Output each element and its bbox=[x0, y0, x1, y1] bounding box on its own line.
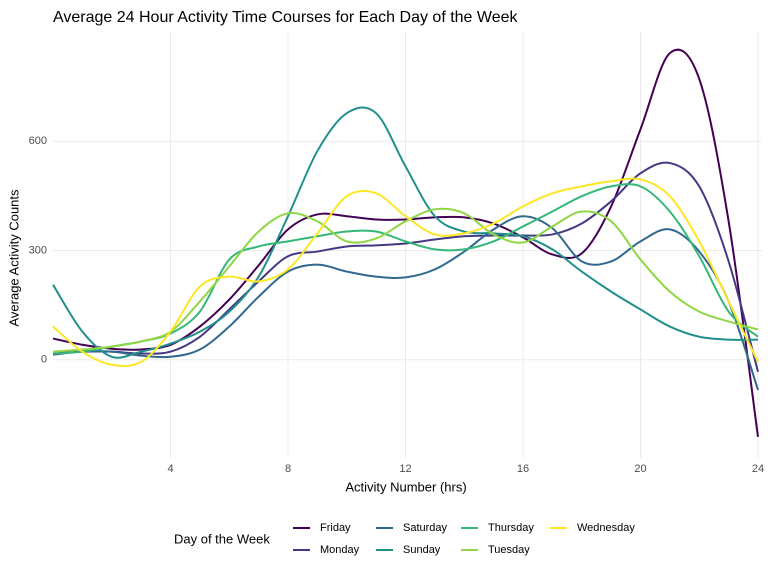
x-tick-label: 20 bbox=[634, 463, 646, 475]
y-tick-label: 0 bbox=[41, 354, 47, 366]
y-tick-label: 300 bbox=[29, 244, 47, 256]
legend-label: Sunday bbox=[403, 544, 441, 556]
legend-label: Thursday bbox=[488, 522, 534, 534]
series-line bbox=[52, 106, 759, 359]
x-axis-label: Activity Number (hrs) bbox=[345, 479, 466, 494]
series-line bbox=[52, 183, 759, 355]
x-tick-label: 12 bbox=[399, 463, 411, 475]
chart-title: Average 24 Hour Activity Time Courses fo… bbox=[53, 9, 519, 26]
legend-label: Saturday bbox=[403, 522, 448, 534]
series-line bbox=[52, 177, 759, 368]
series-line bbox=[52, 215, 759, 391]
legend-label: Friday bbox=[320, 522, 351, 534]
y-tick-label: 600 bbox=[29, 135, 47, 147]
x-tick-label: 24 bbox=[752, 463, 764, 475]
y-axis-label: Average Activity Counts bbox=[6, 189, 21, 327]
legend-label: Wednesday bbox=[577, 522, 635, 534]
x-tick-label: 16 bbox=[517, 463, 529, 475]
legend-label: Monday bbox=[320, 544, 360, 556]
legend-title: Day of the Week bbox=[174, 531, 270, 546]
x-tick-label: 4 bbox=[167, 463, 173, 475]
legend-label: Tuesday bbox=[488, 544, 530, 556]
x-tick-label: 8 bbox=[285, 463, 291, 475]
